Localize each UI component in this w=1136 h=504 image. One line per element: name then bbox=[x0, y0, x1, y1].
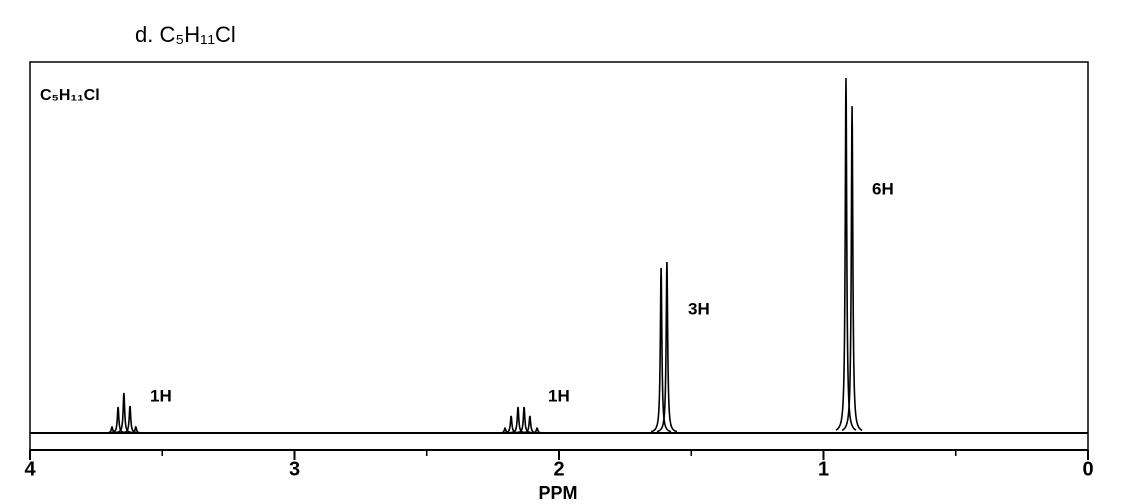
integration-label: 1H bbox=[150, 386, 172, 405]
peak bbox=[125, 425, 146, 434]
peak bbox=[527, 426, 548, 434]
integration-label: 3H bbox=[688, 299, 710, 318]
x-tick-label: 3 bbox=[289, 458, 300, 480]
integration-label: 1H bbox=[548, 386, 570, 405]
integration-label: 6H bbox=[872, 179, 894, 198]
frame bbox=[29, 61, 1089, 450]
peak bbox=[102, 425, 122, 434]
x-tick-label: 4 bbox=[24, 458, 36, 480]
peak bbox=[841, 106, 863, 432]
peak bbox=[519, 415, 540, 434]
peak bbox=[119, 405, 141, 434]
chart-title: d. C₅H₁₁Cl bbox=[135, 22, 236, 47]
x-tick-label: 2 bbox=[553, 458, 564, 480]
peak bbox=[650, 267, 672, 433]
compound-label: C₅H₁₁Cl bbox=[40, 87, 100, 104]
x-tick-label: 1 bbox=[818, 458, 829, 480]
peak bbox=[656, 261, 678, 433]
x-axis-label: PPM bbox=[538, 483, 577, 503]
peak bbox=[835, 77, 857, 431]
x-tick-label: 0 bbox=[1082, 458, 1093, 480]
